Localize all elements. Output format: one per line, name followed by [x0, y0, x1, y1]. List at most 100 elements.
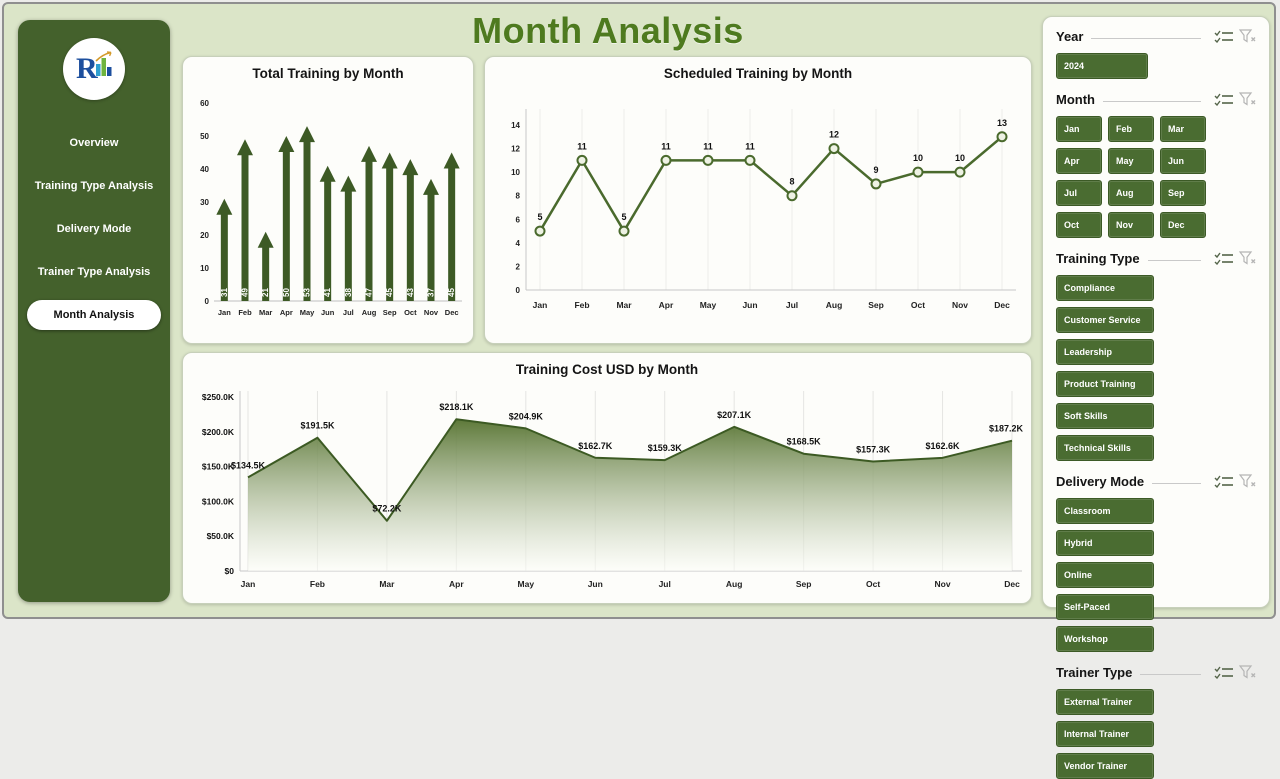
slicer-option-jun[interactable]: Jun: [1160, 148, 1206, 174]
svg-text:Jul: Jul: [659, 579, 671, 589]
multi-select-icon[interactable]: [1214, 30, 1234, 43]
svg-text:Jun: Jun: [321, 308, 335, 317]
svg-text:Mar: Mar: [259, 308, 272, 317]
svg-text:11: 11: [577, 141, 587, 151]
slicer-option-external-trainer[interactable]: External Trainer: [1056, 689, 1154, 715]
slicer-option-workshop[interactable]: Workshop: [1056, 626, 1154, 652]
svg-text:Sep: Sep: [868, 300, 884, 310]
slicer-option-vendor-trainer[interactable]: Vendor Trainer: [1056, 753, 1154, 779]
slicer-option-jan[interactable]: Jan: [1056, 116, 1102, 142]
slicer-option-internal-trainer[interactable]: Internal Trainer: [1056, 721, 1154, 747]
slicer-option-customer-service[interactable]: Customer Service: [1056, 307, 1154, 333]
sidebar-item-trainer-type-analysis[interactable]: Trainer Type Analysis: [37, 266, 151, 278]
svg-text:10: 10: [913, 153, 923, 163]
clear-filter-icon[interactable]: [1239, 92, 1256, 107]
slicer-option-jul[interactable]: Jul: [1056, 180, 1102, 206]
company-logo: R: [63, 38, 125, 100]
svg-text:$168.5K: $168.5K: [787, 437, 822, 447]
slicer-training-type: Training Type Compliance Customer Service L…: [1056, 251, 1256, 461]
svg-text:$187.2K: $187.2K: [989, 424, 1024, 434]
svg-text:14: 14: [511, 121, 520, 130]
svg-text:43: 43: [406, 288, 415, 297]
slicer-option-technical-skills[interactable]: Technical Skills: [1056, 435, 1154, 461]
svg-text:12: 12: [829, 130, 839, 140]
slicer-option-classroom[interactable]: Classroom: [1056, 498, 1154, 524]
svg-text:Aug: Aug: [362, 308, 377, 317]
svg-text:Jan: Jan: [218, 308, 231, 317]
svg-text:$72.2K: $72.2K: [372, 504, 402, 514]
clear-filter-icon[interactable]: [1239, 474, 1256, 489]
sidebar-item-training-type-analysis[interactable]: Training Type Analysis: [34, 180, 154, 192]
slicer-option-may[interactable]: May: [1108, 148, 1154, 174]
slicer-option-product-training[interactable]: Product Training: [1056, 371, 1154, 397]
slicer-divider: [1152, 483, 1201, 484]
svg-text:$207.1K: $207.1K: [717, 410, 752, 420]
svg-text:49: 49: [241, 288, 250, 297]
svg-text:47: 47: [365, 288, 374, 297]
sidebar-item-overview[interactable]: Overview: [69, 137, 119, 149]
slicer-option-soft-skills[interactable]: Soft Skills: [1056, 403, 1154, 429]
sidebar-item-month-analysis[interactable]: Month Analysis: [27, 300, 161, 330]
svg-text:53: 53: [303, 288, 312, 297]
slicer-options: Classroom Hybrid Online Self-Paced Workshop: [1056, 498, 1256, 652]
svg-text:$159.3K: $159.3K: [648, 443, 683, 453]
svg-text:21: 21: [261, 288, 270, 297]
svg-text:10: 10: [511, 168, 520, 177]
svg-text:Feb: Feb: [310, 579, 325, 589]
training-cost-chart-title: Training Cost USD by Month: [515, 362, 699, 377]
multi-select-icon[interactable]: [1214, 93, 1234, 106]
svg-text:9: 9: [873, 165, 878, 175]
svg-text:6: 6: [516, 215, 521, 224]
slicer-delivery-mode: Delivery Mode Classroom Hybrid Online Self-P…: [1056, 474, 1256, 652]
clear-filter-icon[interactable]: [1239, 665, 1256, 680]
svg-text:13: 13: [997, 118, 1007, 128]
slicer-title-trainer-type: Trainer Type: [1056, 665, 1133, 680]
slicer-option-dec[interactable]: Dec: [1160, 212, 1206, 238]
slicer-option-aug[interactable]: Aug: [1108, 180, 1154, 206]
slicer-option-feb[interactable]: Feb: [1108, 116, 1154, 142]
slicer-option-online[interactable]: Online: [1056, 562, 1154, 588]
svg-text:$250.0K: $250.0K: [202, 392, 235, 402]
total-training-chart-card: Total Training by Month 0 10 20 30 40 50 60 31 J…: [182, 56, 474, 344]
clear-filter-icon[interactable]: [1239, 29, 1256, 44]
slicer-option-compliance[interactable]: Compliance: [1056, 275, 1154, 301]
svg-text:50: 50: [282, 288, 291, 297]
svg-text:May: May: [518, 579, 535, 589]
svg-text:$157.3K: $157.3K: [856, 445, 891, 455]
slicer-divider: [1140, 674, 1201, 675]
svg-text:10: 10: [955, 153, 965, 163]
slicer-option-sep[interactable]: Sep: [1160, 180, 1206, 206]
multi-select-icon[interactable]: [1214, 475, 1234, 488]
svg-text:40: 40: [200, 165, 209, 174]
svg-text:$191.5K: $191.5K: [300, 421, 335, 431]
sidebar-nav: Overview Training Type Analysis Delivery M…: [18, 128, 170, 330]
multi-select-icon[interactable]: [1214, 666, 1234, 679]
svg-text:38: 38: [344, 288, 353, 297]
svg-text:$162.7K: $162.7K: [578, 441, 613, 451]
slicer-option-hybrid[interactable]: Hybrid: [1056, 530, 1154, 556]
slicer-option-2024[interactable]: 2024: [1056, 53, 1148, 79]
slicer-option-mar[interactable]: Mar: [1160, 116, 1206, 142]
svg-text:2: 2: [516, 262, 521, 271]
slicer-option-apr[interactable]: Apr: [1056, 148, 1102, 174]
slicer-options: Compliance Customer Service Leadership Prod…: [1056, 275, 1256, 461]
svg-text:Oct: Oct: [866, 579, 880, 589]
svg-text:$204.9K: $204.9K: [509, 411, 544, 421]
clear-filter-icon[interactable]: [1239, 251, 1256, 266]
slicer-option-nov[interactable]: Nov: [1108, 212, 1154, 238]
svg-text:31: 31: [220, 288, 229, 297]
svg-text:Sep: Sep: [383, 308, 397, 317]
total-training-chart-title: Total Training by Month: [252, 66, 404, 81]
svg-text:0: 0: [516, 286, 521, 295]
slicer-title-month: Month: [1056, 92, 1095, 107]
slicer-title-year: Year: [1056, 29, 1084, 44]
slicer-title-delivery-mode: Delivery Mode: [1056, 474, 1145, 489]
multi-select-icon[interactable]: [1214, 252, 1234, 265]
sidebar-item-delivery-mode[interactable]: Delivery Mode: [56, 223, 132, 235]
slicer-option-oct[interactable]: Oct: [1056, 212, 1102, 238]
slicer-option-leadership[interactable]: Leadership: [1056, 339, 1154, 365]
slicer-option-self-paced[interactable]: Self-Paced: [1056, 594, 1154, 620]
svg-text:5: 5: [621, 212, 626, 222]
svg-text:Jul: Jul: [343, 308, 354, 317]
